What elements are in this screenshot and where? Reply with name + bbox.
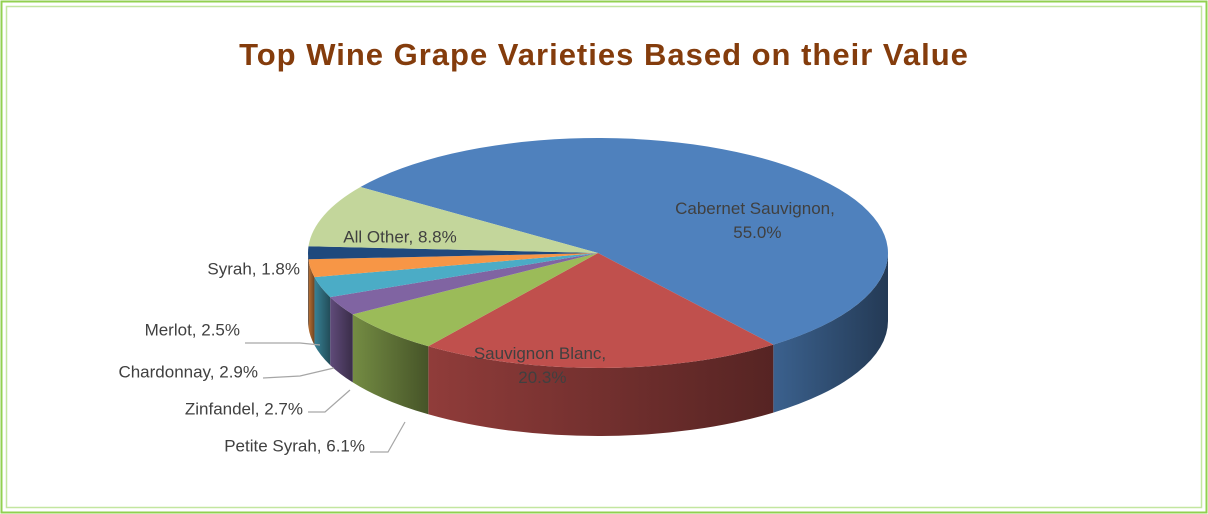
leader-line <box>370 421 406 453</box>
slice <box>330 253 598 315</box>
slice <box>308 253 598 278</box>
leader-line <box>245 342 321 346</box>
slice <box>352 253 598 347</box>
data-label: Cabernet Sauvignon, 55.0% <box>675 199 835 242</box>
data-label: Merlot, 2.5% <box>145 320 240 339</box>
leader-line <box>262 367 335 379</box>
data-label: Chardonnay, 2.9% <box>118 362 258 381</box>
slice <box>308 246 598 260</box>
slice-side <box>330 297 353 383</box>
inner-border <box>5 5 1203 509</box>
slice-side <box>773 253 888 413</box>
data-label: Sauvignon Blanc, 20.3% <box>474 344 606 387</box>
slice <box>308 187 598 253</box>
data-label: All Other, 8.8% <box>343 227 456 246</box>
leader-line <box>308 389 351 413</box>
slice <box>428 253 774 369</box>
slice-side <box>428 344 774 436</box>
slice <box>314 253 598 298</box>
chart-title: Top Wine Grape Varieties Based on their … <box>239 37 969 72</box>
slice-side <box>308 259 315 346</box>
data-label: Petite Syrah, 6.1% <box>224 436 365 455</box>
data-label: Zinfandel, 2.7% <box>185 399 303 418</box>
slice-side <box>352 314 429 415</box>
data-label: Syrah, 1.8% <box>207 259 300 278</box>
slice-side <box>314 277 331 366</box>
slice <box>360 138 888 345</box>
